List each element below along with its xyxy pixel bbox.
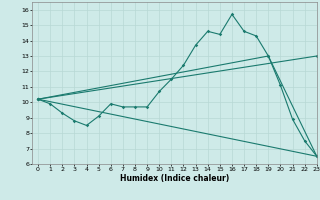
X-axis label: Humidex (Indice chaleur): Humidex (Indice chaleur): [120, 174, 229, 183]
